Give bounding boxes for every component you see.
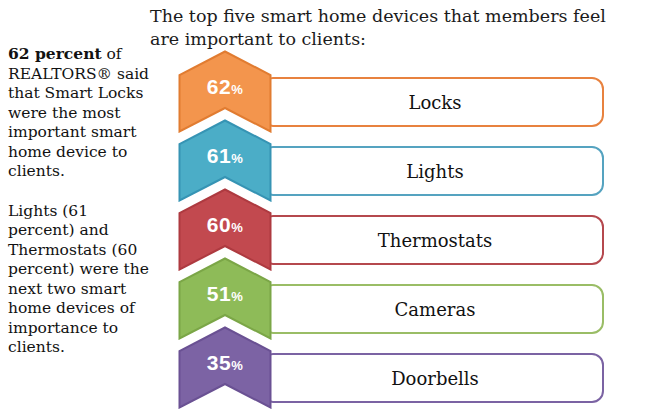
- percent-sign: %: [231, 289, 243, 304]
- percent-sign: %: [231, 220, 243, 235]
- device-label: Locks: [408, 92, 461, 113]
- percent-label: 60%: [178, 214, 272, 239]
- sidebar-commentary: 62 percent of REALTORS® said that Smart …: [8, 44, 158, 378]
- percent-label: 62%: [178, 76, 272, 101]
- percent-sign: %: [231, 358, 243, 373]
- device-box: Doorbells: [266, 353, 604, 403]
- device-label: Cameras: [395, 299, 476, 320]
- percent-value: 62: [207, 75, 231, 98]
- device-box: Lights: [266, 146, 604, 196]
- percent-value: 61: [207, 144, 231, 167]
- sidebar-paragraph-1: 62 percent of REALTORS® said that Smart …: [8, 44, 158, 182]
- device-box: Thermostats: [266, 215, 604, 265]
- percent-label: 51%: [178, 283, 272, 308]
- percent-value: 35: [207, 351, 231, 374]
- device-label: Thermostats: [378, 230, 492, 251]
- device-label: Lights: [406, 161, 463, 182]
- sidebar-stat-bold: 62 percent: [8, 44, 102, 63]
- device-label: Doorbells: [391, 368, 479, 389]
- percent-label: 61%: [178, 145, 272, 170]
- percent-value: 60: [207, 213, 231, 236]
- sidebar-paragraph-1-text: of REALTORS® said that Smart Locks were …: [8, 45, 149, 180]
- percent-value: 51: [207, 282, 231, 305]
- percent-sign: %: [231, 82, 243, 97]
- percent-label: 35%: [178, 352, 272, 377]
- device-box: Cameras: [266, 284, 604, 334]
- device-box: Locks: [266, 77, 604, 127]
- sidebar-paragraph-2: Lights (61 percent) and Thermostats (60 …: [8, 202, 158, 358]
- percent-sign: %: [231, 151, 243, 166]
- chart-title: The top five smart home devices that mem…: [150, 5, 608, 51]
- infographic-page: The top five smart home devices that mem…: [0, 0, 650, 416]
